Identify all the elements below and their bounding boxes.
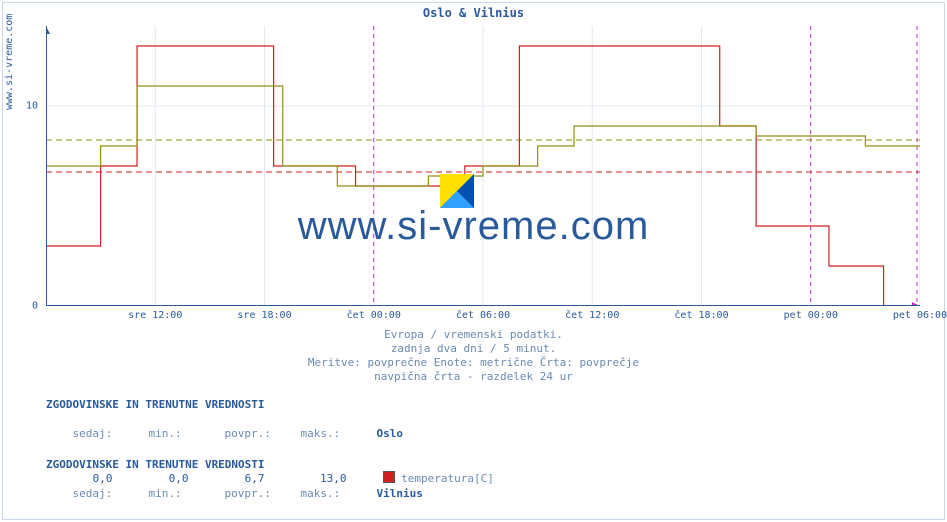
x-tick-label: pet 06:00 (893, 310, 947, 321)
y-axis-labels: 010 (0, 26, 42, 306)
y-tick-label: 0 (32, 301, 38, 312)
chart-plot (46, 26, 920, 306)
plot-border (46, 26, 920, 306)
y-tick-label: 10 (26, 101, 38, 112)
stats-values: 8,06,08,311,0 temperatura[C] (46, 516, 926, 522)
x-tick-label: čet 06:00 (456, 310, 510, 321)
subtitle-line-3: Meritve: povprečne Enote: metrične Črta:… (0, 356, 947, 370)
stats-col-labels: sedaj:min.:povpr.:maks.:Vilnius (46, 471, 926, 516)
x-tick-label: čet 12:00 (565, 310, 619, 321)
x-axis-labels: sre 12:00 sre 18:00 čet 00:00 čet 06:00 čet … (46, 310, 920, 324)
x-tick-label: čet 00:00 (347, 310, 401, 321)
watermark-text: www.si-vreme.com (0, 204, 947, 249)
x-tick-label: sre 18:00 (237, 310, 291, 321)
stats-heading: ZGODOVINSKE IN TRENUTNE VREDNOSTI (46, 458, 926, 471)
subtitle-line-2: zadnja dva dni / 5 minut. (0, 342, 947, 356)
x-tick-label: sre 12:00 (128, 310, 182, 321)
subtitle-line-4: navpična črta - razdelek 24 ur (0, 370, 947, 384)
watermark-logo-icon (440, 174, 474, 208)
subtitle-line-1: Evropa / vremenski podatki. (0, 328, 947, 342)
chart-title: Oslo & Vilnius (0, 6, 947, 20)
stats-heading: ZGODOVINSKE IN TRENUTNE VREDNOSTI (46, 398, 926, 411)
x-tick-label: čet 18:00 (674, 310, 728, 321)
stats-block-vilnius: ZGODOVINSKE IN TRENUTNE VREDNOSTI sedaj:… (46, 458, 926, 522)
stats-col-labels: sedaj:min.:povpr.:maks.:Oslo (46, 411, 926, 456)
x-tick-label: pet 00:00 (784, 310, 838, 321)
